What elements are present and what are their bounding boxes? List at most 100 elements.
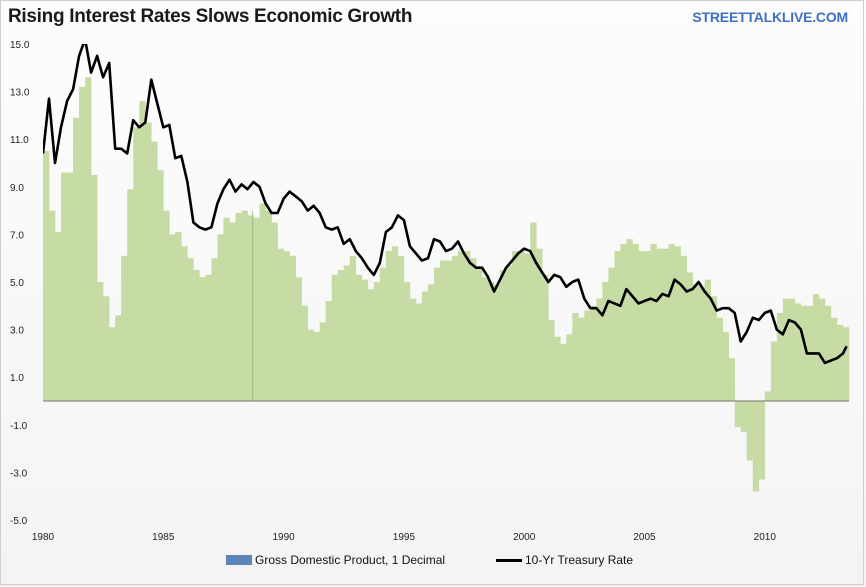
gdp-bar (139, 101, 146, 402)
gdp-bar (193, 270, 200, 401)
gdp-bar (824, 305, 832, 401)
source-watermark: STREETTALKLIVE.COM (692, 9, 848, 25)
gdp-bar (770, 341, 778, 401)
y-tick-label: 11.0 (10, 135, 29, 146)
gdp-bar (644, 251, 651, 401)
x-tick-label: 1995 (393, 532, 416, 543)
gdp-bar (614, 251, 621, 401)
gdp-bar (43, 151, 50, 401)
gdp-bar (271, 222, 278, 401)
gdp-bar (668, 243, 675, 401)
gdp-bar (85, 77, 92, 401)
x-tick-label: 2005 (633, 532, 656, 543)
y-tick-label: -1.0 (10, 421, 28, 432)
gdp-bar (482, 277, 489, 401)
gdp-bar (650, 243, 657, 401)
gdp-bar (307, 329, 314, 401)
gdp-bar (361, 279, 369, 401)
gdp-bar (211, 258, 218, 401)
gdp-bar (289, 255, 296, 401)
gdp-bar (680, 255, 687, 401)
gdp-bar (500, 270, 507, 401)
treasury-rate-line (43, 44, 848, 365)
gdp-bar (133, 127, 140, 402)
x-tick-label: 1980 (32, 532, 55, 543)
gdp-bar (199, 277, 206, 401)
x-tick-label: 2000 (513, 532, 536, 543)
gdp-bar (782, 298, 790, 401)
gdp-bar (235, 212, 242, 401)
gdp-bar (127, 189, 134, 401)
legend-label-rate: 10-Yr Treasury Rate (525, 553, 634, 567)
gdp-bar (379, 267, 387, 401)
gdp-bar (313, 331, 320, 401)
gdp-bar (259, 203, 266, 401)
x-tick-label: 2010 (754, 532, 777, 543)
gdp-bar (488, 282, 495, 401)
gdp-bar (446, 260, 453, 401)
legend-label-gdp: Gross Domestic Product, 1 Decimal (255, 553, 446, 567)
gdp-bar (458, 251, 465, 401)
gdp-bar (548, 320, 555, 401)
gdp-bar (590, 305, 597, 401)
gdp-bar (223, 217, 230, 401)
gdp-bar (476, 267, 483, 401)
gdp-bar (331, 274, 339, 401)
gdp-bar (253, 217, 260, 401)
gdp-bar (734, 401, 742, 428)
gdp-bar (584, 310, 591, 401)
gdp-bar (301, 305, 308, 401)
gdp-bar (337, 270, 345, 401)
gdp-bar (698, 286, 705, 401)
gdp-bar (67, 172, 74, 401)
gdp-bar (752, 401, 760, 492)
gdp-bar (349, 255, 357, 401)
gdp-bar (121, 255, 128, 401)
gdp-bar (560, 343, 567, 401)
gdp-bar (175, 232, 182, 401)
gdp-bar (391, 246, 399, 401)
gdp-bar (578, 317, 585, 401)
gdp-bar (602, 282, 609, 401)
gdp-bar (608, 267, 615, 401)
gdp-bar (247, 215, 254, 401)
gdp-bar (794, 303, 802, 401)
gdp-bar (355, 274, 363, 401)
gdp-bar (433, 267, 441, 401)
legend-item-rate: 10-Yr Treasury Rate (496, 553, 633, 567)
gdp-bar (710, 296, 717, 401)
gdp-bar (367, 289, 375, 401)
gdp-bar (596, 298, 603, 401)
gdp-bar (638, 251, 645, 401)
gdp-bar (494, 284, 501, 401)
gdp-bar (746, 401, 754, 461)
gdp-bar (626, 239, 633, 401)
gdp-bar (91, 174, 98, 401)
gdp-bar (524, 253, 531, 401)
gdp-bar (421, 291, 429, 401)
gdp-bar (427, 284, 435, 401)
legend: Gross Domestic Product, 1 Decimal 10-Yr … (0, 553, 866, 573)
y-tick-label: 13.0 (10, 88, 30, 99)
legend-item-gdp: Gross Domestic Product, 1 Decimal (226, 553, 445, 567)
gdp-bar (740, 401, 748, 432)
gdp-bar (572, 312, 579, 401)
gdp-bar (788, 298, 796, 401)
gdp-bar (728, 358, 736, 401)
gdp-bar (265, 210, 272, 401)
gdp-bar (79, 86, 86, 401)
gdp-bar (181, 246, 188, 401)
gdp-bar (674, 246, 681, 401)
gdp-bar (61, 172, 68, 401)
gdp-bar (632, 243, 639, 401)
y-tick-label: 1.0 (10, 373, 24, 384)
gdp-bar (758, 401, 766, 480)
gdp-bar (704, 279, 711, 401)
y-tick-label: 7.0 (10, 230, 24, 241)
chart-title: Rising Interest Rates Slows Economic Gro… (8, 6, 413, 27)
gdp-bar (818, 298, 826, 401)
y-tick-label: 15.0 (10, 40, 30, 51)
gdp-bar (662, 248, 669, 401)
gdp-bar (656, 248, 663, 401)
